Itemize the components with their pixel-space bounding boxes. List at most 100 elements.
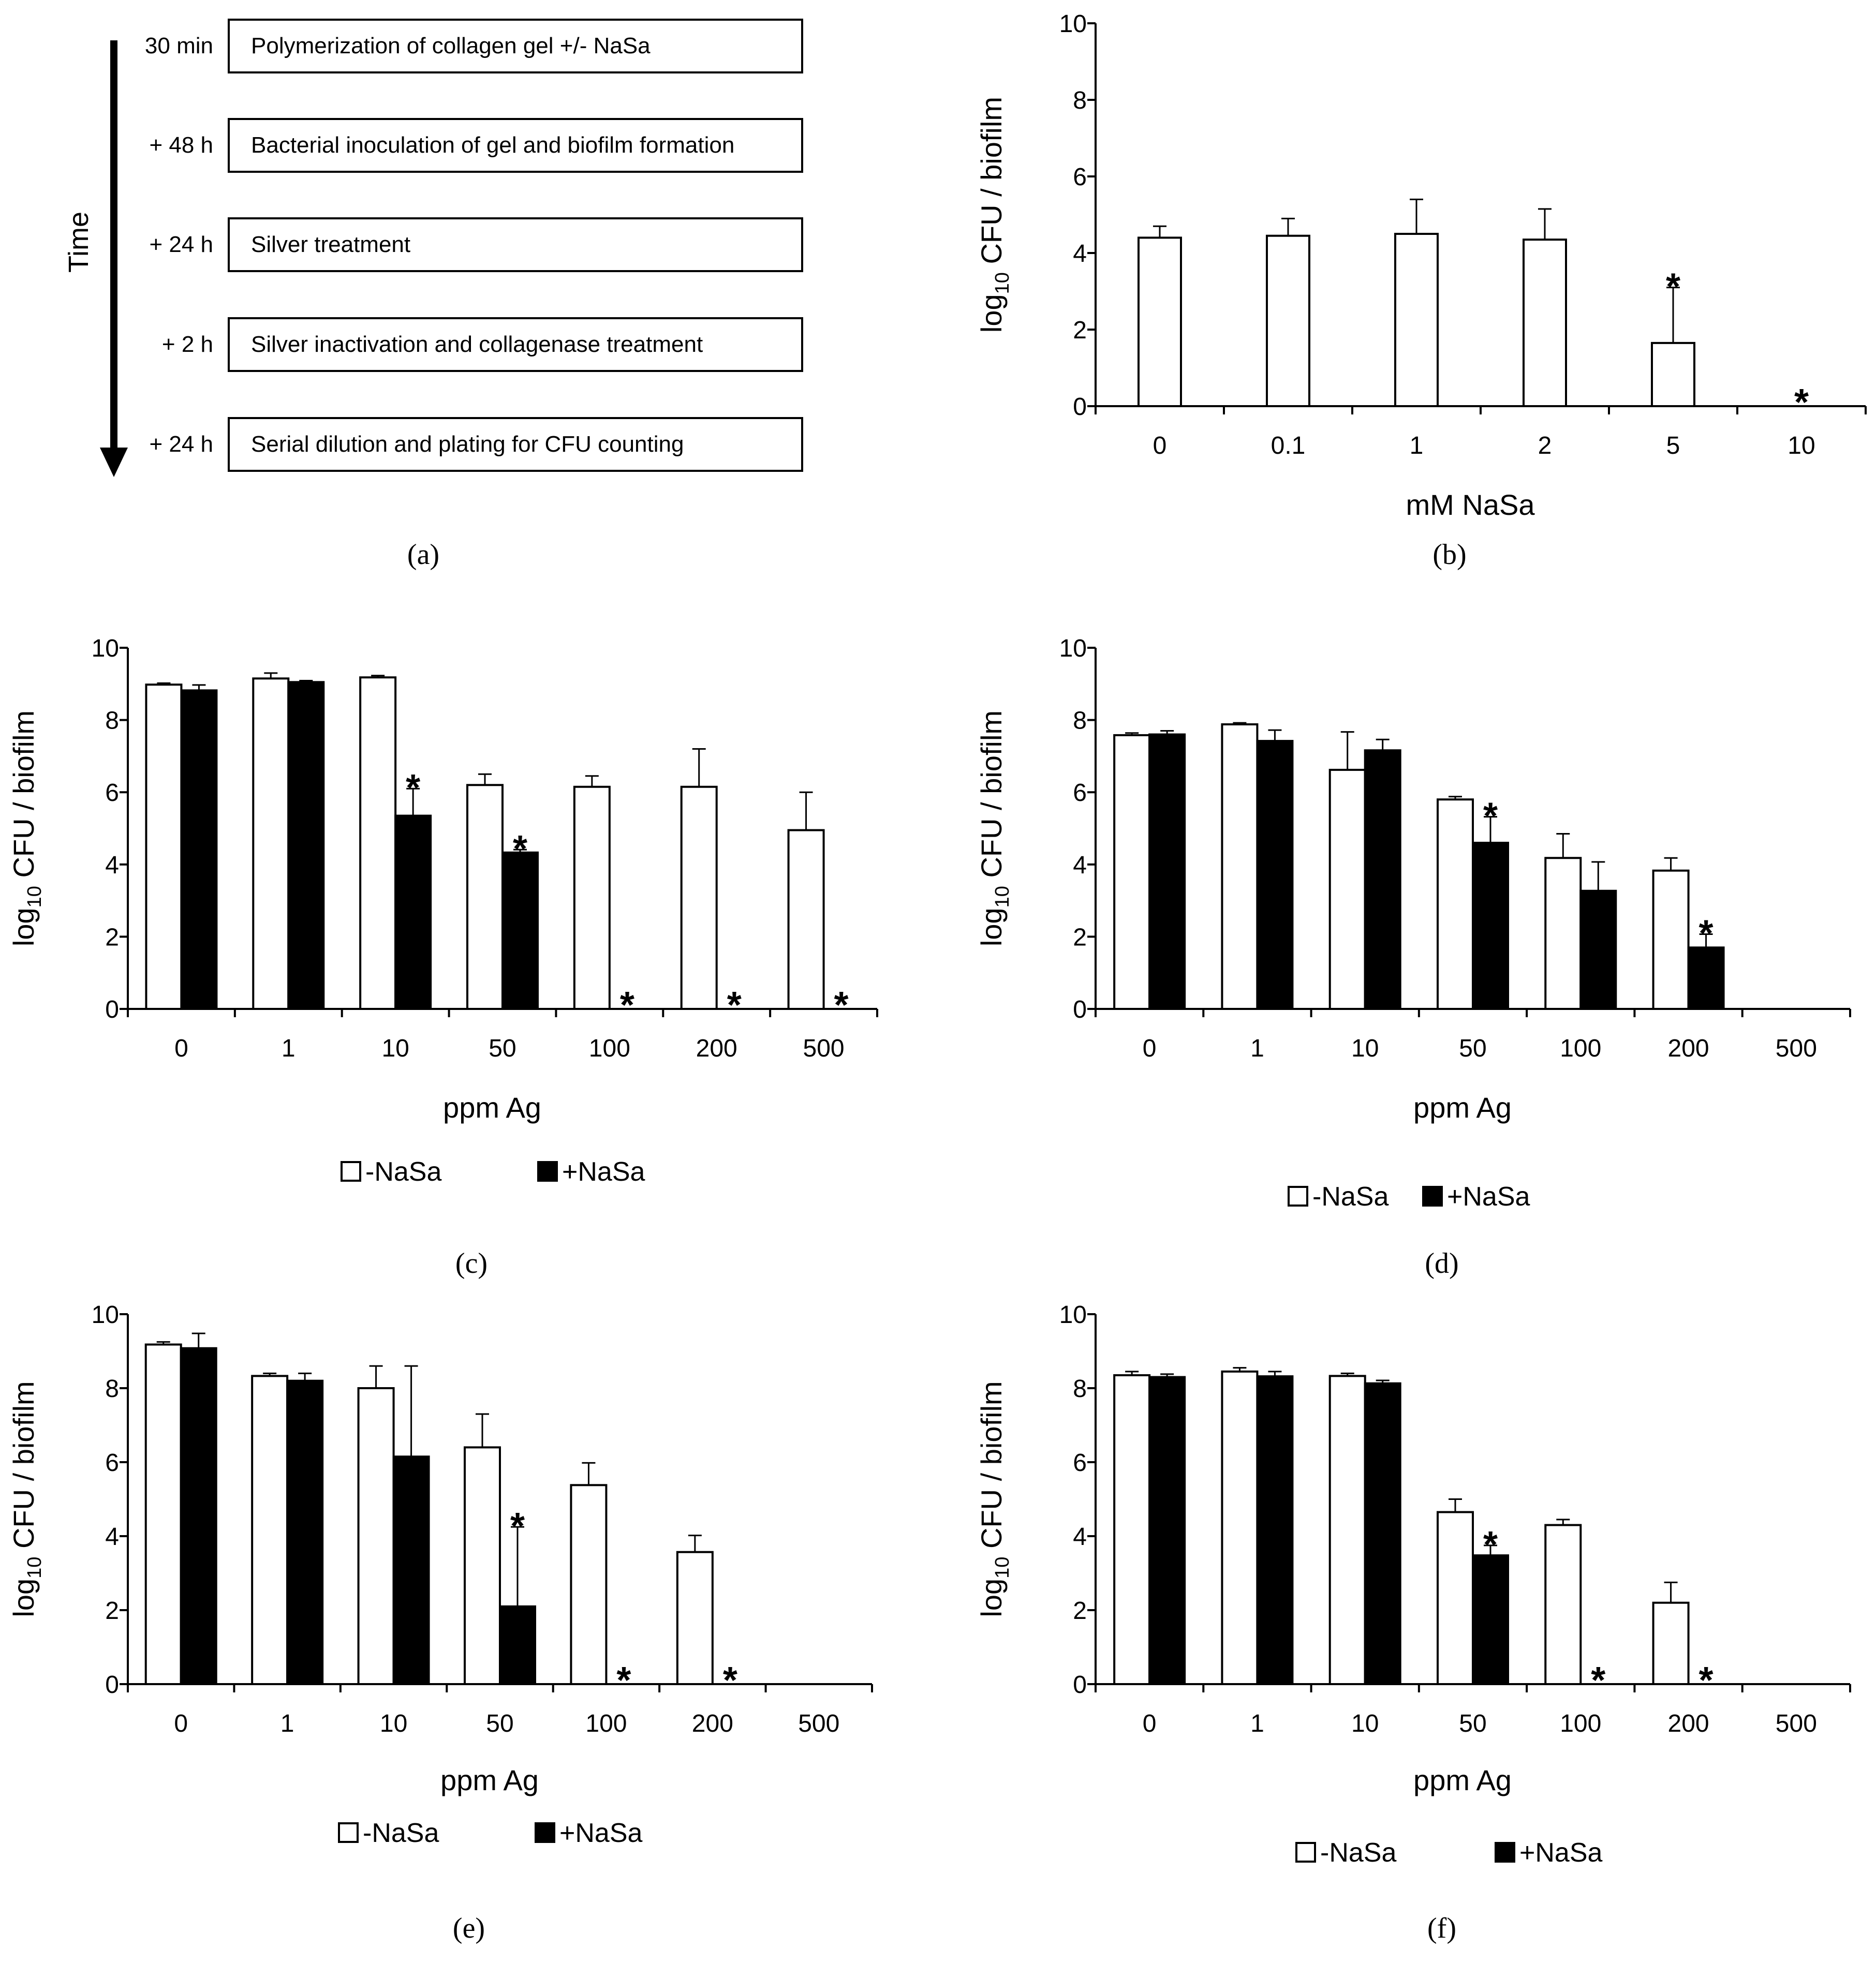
significance-star: * xyxy=(723,1660,737,1701)
y-tick-label: 10 xyxy=(92,635,119,662)
x-tick-label: 10 xyxy=(380,1710,407,1737)
x-tick-label: 0 xyxy=(174,1710,188,1737)
y-axis-label: log10 CFU / biofilm xyxy=(975,710,1013,946)
legend-swatch xyxy=(1295,1842,1316,1863)
bar xyxy=(1148,1376,1186,1686)
bar xyxy=(1544,1524,1582,1686)
y-tick-label: 4 xyxy=(105,1523,119,1551)
y-tick-label: 8 xyxy=(105,1375,119,1403)
bar xyxy=(392,1455,430,1685)
x-tick-label: 0.1 xyxy=(1271,432,1306,459)
x-tick-label: 1 xyxy=(280,1710,294,1737)
step-box xyxy=(228,217,803,272)
x-tick-label: 5 xyxy=(1666,432,1680,459)
y-tick-label: 8 xyxy=(1073,87,1087,114)
y-tick-label: 10 xyxy=(92,1301,119,1329)
x-tick-label: 1 xyxy=(1250,1035,1264,1062)
bar xyxy=(1652,869,1690,1010)
step-text: Serial dilution and plating for CFU coun… xyxy=(251,432,684,457)
x-tick-label: 50 xyxy=(486,1710,513,1737)
step-text: Silver inactivation and collagenase trea… xyxy=(251,332,703,357)
y-tick-label: 10 xyxy=(1059,10,1087,38)
significance-star: * xyxy=(1699,913,1713,955)
step-time-label: + 48 h xyxy=(149,132,213,158)
time-axis-label: Time xyxy=(63,212,94,273)
bar xyxy=(1544,857,1582,1010)
caption-a: (a) xyxy=(407,539,439,571)
caption-f: (f) xyxy=(1427,1912,1456,1944)
x-tick-label: 500 xyxy=(1776,1710,1817,1737)
step-box xyxy=(228,417,803,472)
bar xyxy=(466,784,504,1010)
bar xyxy=(287,681,325,1010)
time-arrow-head xyxy=(100,448,128,477)
bar xyxy=(1652,1601,1690,1685)
y-tick-label: 6 xyxy=(1073,163,1087,191)
bar xyxy=(501,851,539,1010)
y-tick-label: 6 xyxy=(105,1449,119,1477)
y-axis-label: log10 CFU / biofilm xyxy=(7,1381,46,1617)
legend: -NaSa +NaSa xyxy=(1295,1838,1603,1868)
x-tick-label: 500 xyxy=(803,1035,845,1062)
y-tick-label: 0 xyxy=(105,996,119,1023)
y-tick-label: 0 xyxy=(1073,1671,1087,1699)
x-tick-label: 100 xyxy=(585,1710,627,1737)
bar xyxy=(252,677,290,1010)
legend-swatch xyxy=(1288,1186,1308,1207)
y-tick-label: 2 xyxy=(1073,1597,1087,1625)
significance-star: * xyxy=(406,767,420,809)
significance-star: * xyxy=(1794,382,1809,423)
y-tick-label: 0 xyxy=(1073,996,1087,1023)
step-text: Polymerization of collagen gel +/- NaSa xyxy=(251,33,651,58)
y-tick-label: 4 xyxy=(1073,852,1087,879)
y-tick-label: 10 xyxy=(1059,635,1087,662)
legend-label: +NaSa xyxy=(559,1818,643,1848)
caption-d: (d) xyxy=(1425,1247,1458,1280)
significance-star: * xyxy=(727,985,742,1026)
legend-label: +NaSa xyxy=(1447,1182,1530,1212)
significance-star: * xyxy=(1483,796,1498,837)
legend-swatch xyxy=(1422,1186,1443,1207)
legend-label: -NaSa xyxy=(1312,1182,1388,1212)
bar xyxy=(1221,723,1259,1010)
bar xyxy=(1266,234,1310,407)
x-tick-label: 200 xyxy=(692,1710,733,1737)
x-tick-label: 200 xyxy=(1668,1710,1709,1737)
y-tick-label: 8 xyxy=(105,707,119,735)
x-tick-label: 0 xyxy=(1143,1710,1157,1737)
bar xyxy=(1328,1375,1366,1685)
x-axis-label: ppm Ag xyxy=(443,1091,541,1124)
y-tick-label: 4 xyxy=(1073,1523,1087,1551)
significance-star: * xyxy=(1483,1524,1498,1566)
y-tick-label: 6 xyxy=(1073,1449,1087,1477)
legend-label: -NaSa xyxy=(363,1818,439,1848)
legend: -NaSa +NaSa xyxy=(338,1818,643,1848)
x-tick-label: 100 xyxy=(589,1035,630,1062)
bar xyxy=(1148,733,1186,1010)
step-box xyxy=(228,118,803,173)
y-tick-label: 6 xyxy=(105,779,119,807)
legend-label: -NaSa xyxy=(365,1157,441,1187)
step-time-label: + 24 h xyxy=(149,232,213,257)
x-axis-label: mM NaSa xyxy=(1406,488,1535,521)
y-tick-label: 6 xyxy=(1073,779,1087,807)
significance-star: * xyxy=(513,828,527,870)
x-tick-label: 10 xyxy=(381,1035,409,1062)
significance-star: * xyxy=(620,985,634,1026)
bar xyxy=(1138,236,1182,407)
y-tick-label: 8 xyxy=(1073,707,1087,735)
y-tick-label: 2 xyxy=(1073,924,1087,951)
legend-label: -NaSa xyxy=(1320,1838,1396,1868)
y-axis-label: log10 CFU / biofilm xyxy=(7,710,46,946)
step-text: Bacterial inoculation of gel and biofilm… xyxy=(251,132,734,158)
significance-star: * xyxy=(1591,1660,1605,1701)
x-tick-label: 1 xyxy=(1410,432,1424,459)
y-tick-label: 0 xyxy=(105,1671,119,1699)
bar xyxy=(1437,798,1474,1010)
bar xyxy=(145,683,183,1010)
significance-star: * xyxy=(1699,1660,1713,1701)
step-box xyxy=(228,19,803,73)
